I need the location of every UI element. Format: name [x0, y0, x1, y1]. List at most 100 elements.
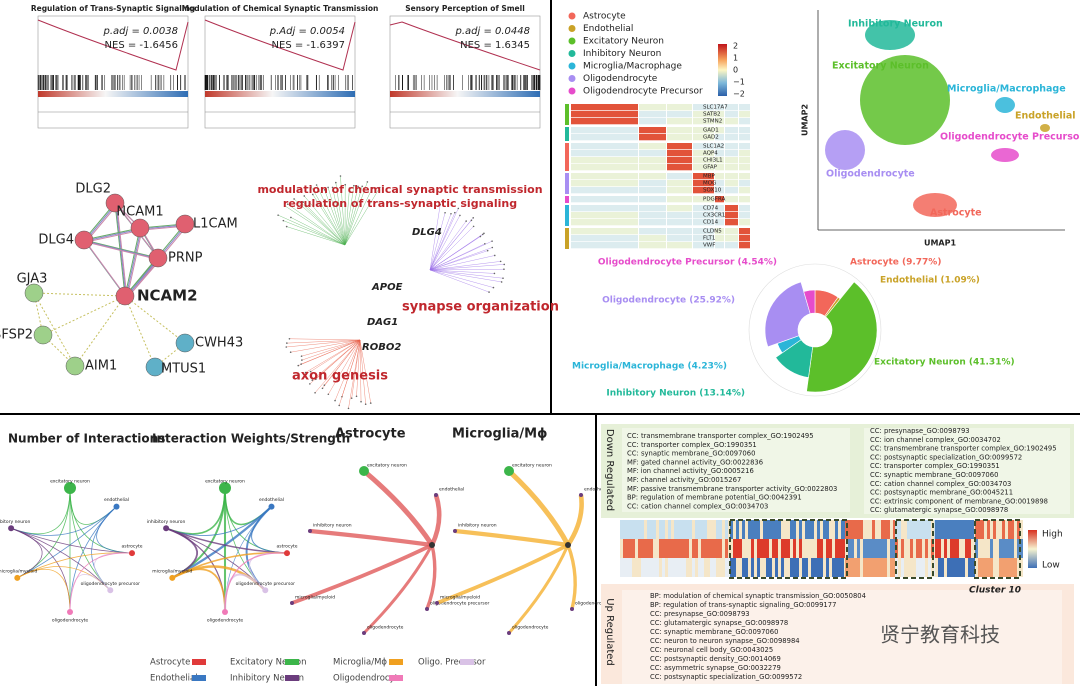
heat-cell [895, 558, 898, 577]
go-term: CC: cation channel complex_GO:0034703 [870, 480, 1011, 488]
gene-label: FLT1 [703, 236, 715, 242]
go-edge [301, 339, 361, 357]
heat-cell [808, 558, 811, 577]
composition-wedge [775, 339, 814, 378]
heat-cell [742, 558, 745, 577]
heat-cell [695, 558, 698, 577]
gsea-nes: NES = -1.6397 [272, 40, 345, 51]
composition-label: Oligodendrocyte (25.92%) [602, 296, 735, 306]
node-label: oligodendrocyte [207, 618, 244, 624]
heat-cell [704, 558, 707, 577]
interaction-node [435, 601, 439, 605]
heat-cell [739, 196, 750, 203]
heat-cell [571, 143, 638, 150]
heat-cell [769, 558, 772, 577]
heat-cell [1011, 539, 1014, 558]
heat-cell [639, 235, 666, 242]
heat-cell [793, 558, 796, 577]
node-label: oligodendrocyte precursor [430, 601, 489, 607]
umap-label: Oligodendrocyte Precursor [940, 132, 1080, 143]
ppi-edge [124, 227, 141, 297]
heat-cell [754, 539, 757, 558]
heat-cell [832, 539, 835, 558]
heat-cell [890, 558, 893, 577]
heat-cell [808, 539, 811, 558]
heat-cell [693, 173, 714, 180]
heat-cell [956, 539, 959, 558]
heat-cell [725, 134, 738, 141]
heat-cell [662, 520, 665, 539]
ppi-edge [33, 292, 44, 336]
go-term: MF: ion channel activity_GO:0005216 [627, 467, 754, 475]
heat-cell [725, 205, 738, 212]
go-node [301, 359, 303, 361]
heat-cell [733, 539, 736, 558]
composition-label: Oligodendrocyte Precursor (4.54%) [598, 258, 777, 268]
go-node [293, 198, 295, 200]
heat-cell [693, 157, 714, 164]
heat-cell [981, 520, 984, 539]
interaction-node [359, 466, 369, 476]
node-label: microglia/myeloid [0, 568, 38, 574]
interaction-node [14, 574, 21, 581]
umap-cluster [991, 148, 1019, 162]
composition-label: Astrocyte (9.77%) [850, 258, 941, 268]
heat-cell [854, 558, 857, 577]
heat-cell [748, 539, 751, 558]
heat-cell [999, 520, 1002, 539]
heat-cell [725, 235, 738, 242]
heat-cell [935, 539, 938, 558]
heat-cell [671, 558, 674, 577]
heat-cell [686, 539, 689, 558]
heat-cell [944, 558, 947, 577]
heat-cell [959, 539, 962, 558]
heat-cell [814, 558, 817, 577]
interaction-edge [69, 552, 133, 613]
axis-label: UMAP2 [801, 104, 810, 136]
heat-cell [778, 520, 781, 539]
heat-cell [860, 558, 863, 577]
node-label: inhibitory neuron [458, 523, 497, 529]
go-edge [309, 339, 361, 385]
heat-cell [907, 520, 910, 539]
composition-label: Endothelial (1.09%) [880, 276, 980, 286]
heat-cell [725, 143, 738, 150]
heat-cell [922, 520, 925, 539]
heat-cell [722, 539, 725, 558]
legend-label: Astrocyte [583, 12, 626, 22]
go-node [277, 214, 279, 216]
heat-cell [680, 520, 683, 539]
heat-cell [863, 539, 866, 558]
heat-cell [725, 520, 728, 539]
heat-cell [869, 520, 872, 539]
heat-cell [790, 520, 793, 539]
heat-cell [901, 558, 904, 577]
heat-cell [739, 104, 750, 111]
heat-cell [693, 180, 714, 187]
heat-cell [928, 558, 931, 577]
go-node [327, 186, 329, 189]
umap-label: Endothelial [1015, 111, 1076, 122]
ppi-edge [126, 229, 143, 299]
node-label: astrocyte [276, 544, 297, 550]
heat-cell [715, 118, 724, 125]
heat-cell [733, 558, 736, 577]
heat-cell [571, 219, 638, 226]
go-edge [324, 189, 346, 246]
heat-cell [796, 520, 799, 539]
heat-cell [641, 539, 644, 558]
go-edge [429, 226, 474, 271]
heat-cell [1008, 539, 1011, 558]
heat-cell [571, 164, 638, 171]
heat-cell [719, 520, 722, 539]
go-node [311, 193, 314, 196]
heat-cell [823, 520, 826, 539]
go-term: CC: glutamatergic synapse_GO:0098978 [870, 506, 1008, 514]
composition-wedge [806, 281, 878, 393]
heat-cell [632, 520, 635, 539]
heat-cell [632, 539, 635, 558]
go-node [488, 291, 490, 293]
interaction-node [67, 609, 73, 615]
heat-cell [639, 173, 666, 180]
legend-label: Microglia/Macrophage [583, 62, 682, 72]
